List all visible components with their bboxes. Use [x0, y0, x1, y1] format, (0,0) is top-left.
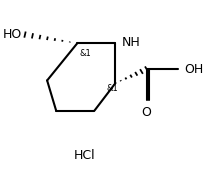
Text: NH: NH	[121, 36, 140, 49]
Text: O: O	[142, 106, 152, 119]
Text: OH: OH	[184, 63, 203, 76]
Text: HO: HO	[3, 28, 22, 41]
Text: &1: &1	[106, 84, 118, 93]
Text: HCl: HCl	[74, 149, 95, 162]
Text: &1: &1	[79, 49, 91, 58]
